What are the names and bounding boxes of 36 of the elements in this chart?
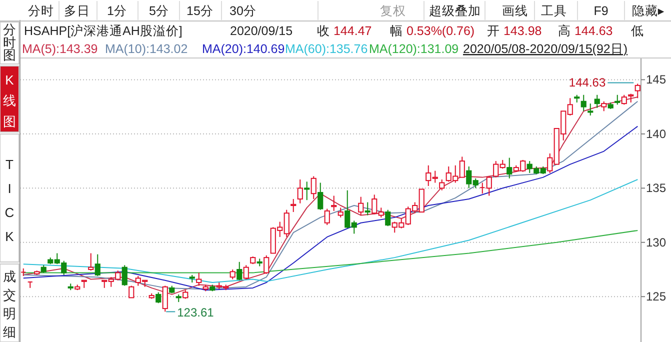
text: MA(120):131.09 bbox=[369, 42, 459, 56]
text: MA(20):140.69 bbox=[202, 42, 285, 56]
text: 收 144.47 bbox=[317, 24, 372, 38]
y-tick-label: 140 bbox=[646, 126, 666, 141]
text: F9 bbox=[594, 4, 608, 18]
text: MA(5):143.39 bbox=[22, 42, 98, 56]
text: 2020/09/15 bbox=[230, 24, 293, 38]
text: 15分 bbox=[186, 4, 214, 18]
text: K线图 bbox=[3, 72, 16, 129]
text: 高 144.63 bbox=[558, 23, 613, 38]
text: 30分 bbox=[230, 4, 256, 18]
annotation: 144.63 bbox=[568, 76, 606, 90]
text: 1分 bbox=[107, 4, 127, 18]
text: 多日 bbox=[64, 4, 90, 18]
text: 画线 bbox=[502, 4, 528, 18]
text: 分时 bbox=[28, 4, 54, 18]
text: 幅 0.53%(0.76) bbox=[390, 24, 475, 38]
text: 成交明细 bbox=[3, 268, 16, 340]
text: 复权 bbox=[380, 4, 406, 18]
text: 超级叠加 bbox=[429, 4, 481, 18]
text: MA(10):143.02 bbox=[105, 42, 188, 56]
text: TICK bbox=[4, 157, 14, 244]
text: 隐藏▸ bbox=[632, 4, 665, 18]
text: HSAHP[沪深港通AH股溢价] bbox=[24, 23, 182, 38]
text: 2020/05/08-2020/09/15(92日) bbox=[463, 42, 628, 56]
text: 开 143.98 bbox=[487, 24, 542, 38]
y-tick-label: 125 bbox=[646, 290, 666, 304]
text: 5分 bbox=[149, 4, 169, 18]
text: MA(60):135.76 bbox=[285, 42, 368, 56]
y-tick-label: 135 bbox=[646, 181, 666, 196]
text: 工具 bbox=[541, 4, 567, 18]
y-tick-label: 130 bbox=[646, 235, 666, 250]
text: 分时图 bbox=[3, 22, 16, 62]
y-tick-label: 145 bbox=[646, 72, 666, 87]
text: 低 bbox=[631, 24, 644, 38]
annotation: 123.61 bbox=[177, 306, 214, 320]
